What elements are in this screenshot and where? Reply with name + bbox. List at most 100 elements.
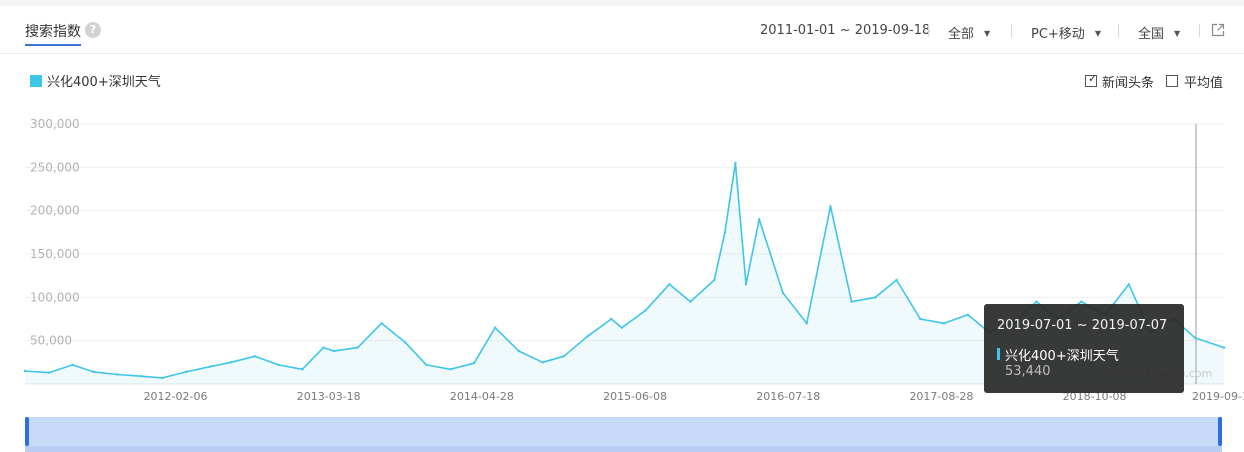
data-point: [1035, 300, 1038, 303]
data-point: [71, 363, 74, 367]
source-filter-label: 全部: [948, 27, 975, 42]
data-point: [472, 362, 476, 365]
data-point: [805, 322, 808, 325]
chart-tooltip: 2019-07-01 ~ 2019-07-07 兴化400+深圳天气 53,44…: [984, 304, 1184, 393]
data-point: [404, 341, 407, 344]
tooltip-series-name: 兴化400+深圳天气: [1005, 349, 1119, 364]
help-icon[interactable]: ?: [85, 22, 101, 38]
x-tick-label: 2019-09-16: [1192, 390, 1244, 403]
data-point: [829, 205, 832, 208]
data-point: [723, 231, 727, 234]
legend-series-name[interactable]: 兴化400+深圳天气: [47, 75, 161, 90]
data-point: [757, 218, 761, 221]
divider: [928, 24, 929, 37]
data-point: [713, 278, 716, 282]
x-tick-label: 2012-02-06: [144, 390, 208, 403]
data-point: [541, 361, 544, 364]
x-tick-label: 2013-03-18: [297, 390, 361, 403]
data-point: [644, 309, 647, 312]
data-point: [586, 335, 589, 338]
caret-down-icon: ▼: [1174, 29, 1181, 38]
y-tick-label: 250,000: [30, 160, 80, 174]
data-point: [23, 369, 27, 373]
data-point: [229, 361, 233, 364]
y-tick-label: 150,000: [30, 247, 80, 261]
caret-down-icon: ▼: [1094, 29, 1101, 38]
data-point: [781, 291, 785, 295]
tooltip-series-marker: [997, 348, 1000, 360]
data-point: [448, 368, 452, 371]
panel-header: 搜索指数 ? 2011-01-01 ~ 2019-09-18 全部 ▼ PC+移动…: [0, 6, 1244, 54]
data-point: [425, 363, 428, 367]
device-filter-label: PC+移动: [1031, 27, 1085, 42]
news-headlines-label[interactable]: 新闻头条: [1102, 76, 1155, 91]
data-point: [966, 313, 970, 316]
average-checkbox[interactable]: [1166, 75, 1178, 87]
divider: [1118, 24, 1119, 37]
x-tick-label: 2017-08-28: [909, 390, 973, 403]
data-point: [253, 355, 256, 358]
x-tick-label: 2016-07-18: [756, 390, 820, 403]
data-point: [895, 278, 898, 282]
data-point: [493, 326, 497, 329]
data-point: [689, 300, 692, 303]
data-point: [942, 322, 946, 325]
y-tick-label: 200,000: [30, 204, 80, 218]
data-point: [301, 368, 304, 371]
slider-baseline: [25, 446, 1222, 452]
region-filter-dropdown[interactable]: 全国 ▼: [1138, 23, 1180, 42]
data-point: [116, 373, 119, 376]
divider: [1011, 24, 1012, 37]
legend-swatch: [30, 75, 42, 87]
data-point: [47, 371, 50, 374]
data-point: [1127, 283, 1131, 286]
checkmark-icon: ✓: [1088, 72, 1098, 85]
tooltip-value: 53,440: [1005, 364, 1051, 379]
data-point: [380, 322, 383, 325]
slider-handle-right[interactable]: [1218, 417, 1222, 446]
data-point: [322, 346, 325, 349]
data-point: [140, 375, 143, 378]
data-point: [850, 300, 853, 303]
device-filter-dropdown[interactable]: PC+移动 ▼: [1031, 23, 1101, 42]
y-tick-label: 50,000: [30, 334, 72, 348]
data-point: [668, 283, 671, 286]
data-point: [92, 370, 95, 374]
active-tab-indicator: [25, 44, 81, 46]
tooltip-date: 2019-07-01 ~ 2019-07-07: [997, 318, 1168, 333]
data-point: [277, 363, 280, 367]
data-point: [161, 376, 164, 380]
data-point: [332, 349, 336, 353]
x-tick-label: 2014-04-28: [450, 390, 514, 403]
data-point: [919, 317, 922, 321]
data-point: [356, 346, 359, 349]
x-tick-label: 2018-10-08: [1063, 390, 1127, 403]
data-point: [184, 370, 188, 374]
date-range-picker[interactable]: 2011-01-01 ~ 2019-09-18: [760, 23, 930, 38]
x-tick-label: 2015-06-08: [603, 390, 667, 403]
y-tick-label: 300,000: [30, 117, 80, 131]
region-filter-label: 全国: [1138, 27, 1165, 42]
tab-search-index[interactable]: 搜索指数: [25, 24, 81, 40]
series-area: [25, 163, 1224, 384]
source-filter-dropdown[interactable]: 全部 ▼: [948, 23, 990, 42]
data-point: [744, 283, 748, 286]
data-point: [1222, 346, 1226, 349]
data-point: [620, 326, 624, 329]
data-point: [208, 365, 212, 368]
slider-handle-left[interactable]: [25, 417, 29, 446]
external-link-icon[interactable]: [1211, 23, 1225, 37]
divider: [1199, 24, 1200, 37]
average-label[interactable]: 平均值: [1184, 76, 1224, 91]
news-headlines-checkbox[interactable]: ✓: [1085, 72, 1098, 87]
data-point: [1080, 300, 1083, 303]
search-index-panel: 搜索指数 ? 2011-01-01 ~ 2019-09-18 全部 ▼ PC+移动…: [0, 6, 1244, 452]
caret-down-icon: ▼: [984, 29, 991, 38]
data-point: [610, 317, 613, 321]
data-point: [562, 355, 565, 358]
y-tick-label: 100,000: [30, 290, 80, 304]
data-point: [734, 161, 737, 165]
data-point: [874, 296, 877, 299]
data-point: [517, 349, 521, 353]
date-range-text: 2011-01-01 ~ 2019-09-18: [760, 23, 931, 38]
